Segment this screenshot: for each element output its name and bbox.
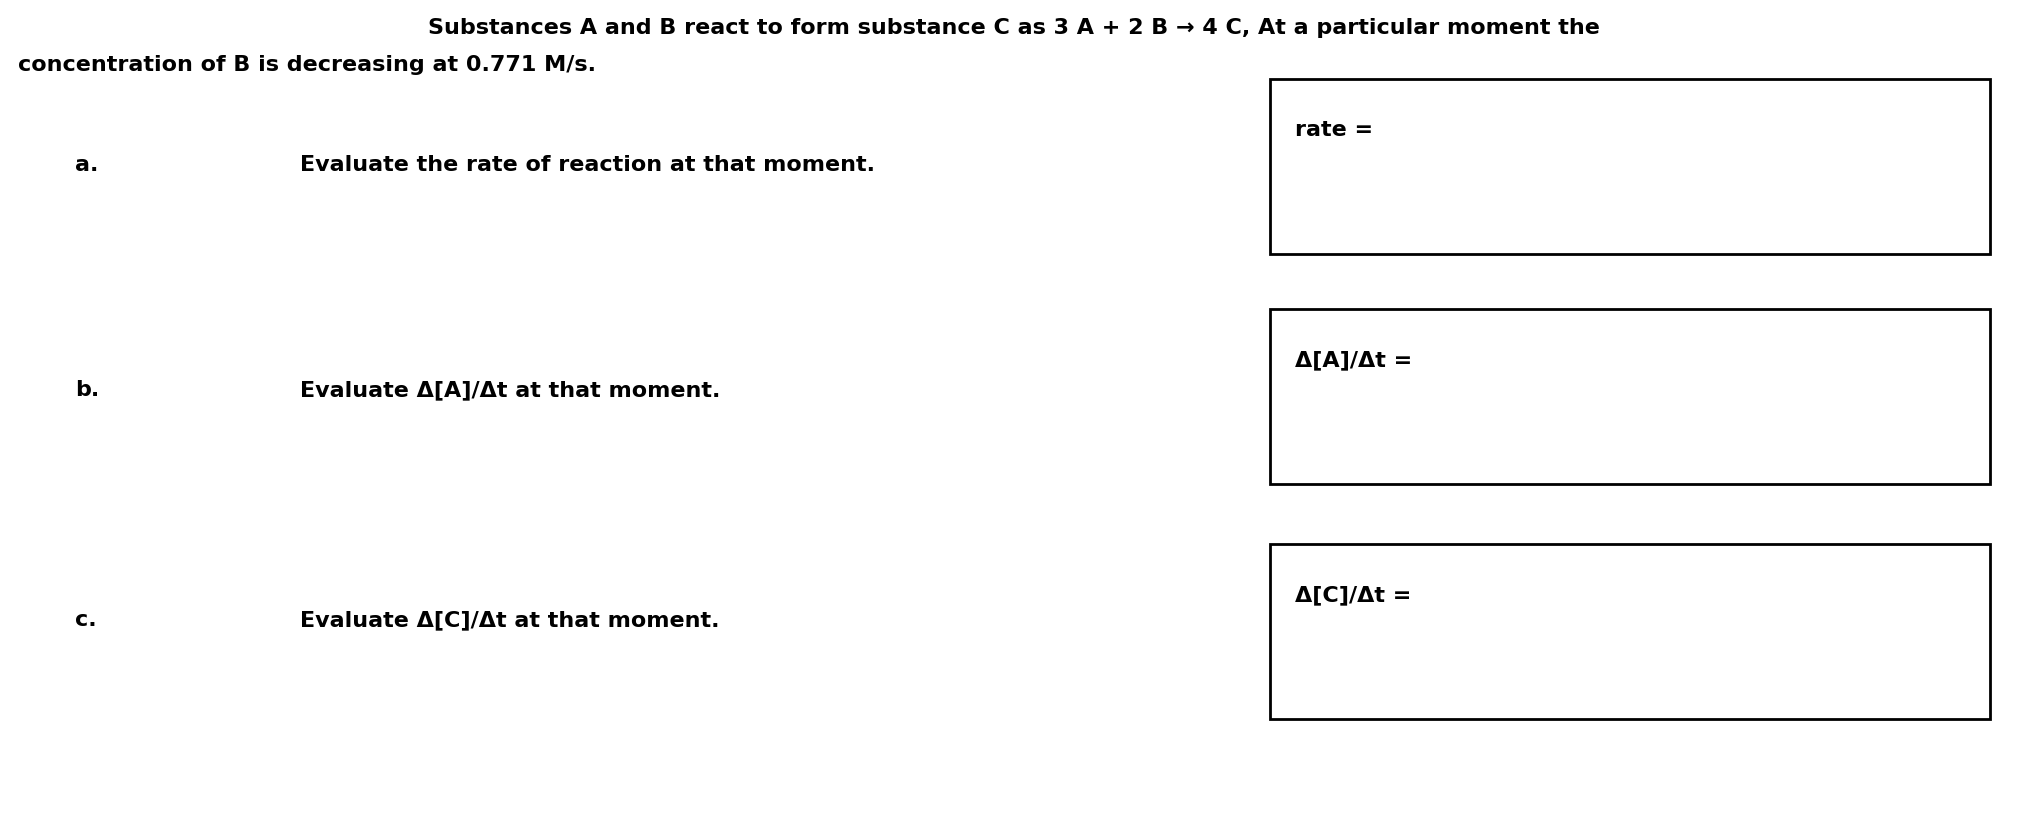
Text: Evaluate Δ[A]/Δt at that moment.: Evaluate Δ[A]/Δt at that moment. <box>300 379 720 400</box>
Text: Substances A and B react to form substance C as 3 A + 2 B → 4 C, At a particular: Substances A and B react to form substan… <box>428 18 1600 38</box>
Text: Δ[A]/Δt =: Δ[A]/Δt = <box>1296 350 1411 369</box>
Text: Δ[C]/Δt =: Δ[C]/Δt = <box>1296 584 1411 604</box>
Text: concentration of B is decreasing at 0.771 M/s.: concentration of B is decreasing at 0.77… <box>18 55 596 75</box>
Bar <box>1270 545 1989 719</box>
Text: Evaluate Δ[C]/Δt at that moment.: Evaluate Δ[C]/Δt at that moment. <box>300 609 720 629</box>
Text: Evaluate the rate of reaction at that moment.: Evaluate the rate of reaction at that mo… <box>300 155 874 174</box>
Text: rate =: rate = <box>1296 120 1373 140</box>
Bar <box>1270 80 1989 255</box>
Text: a.: a. <box>75 155 99 174</box>
Text: b.: b. <box>75 379 99 400</box>
Text: c.: c. <box>75 609 97 629</box>
Bar <box>1270 310 1989 484</box>
